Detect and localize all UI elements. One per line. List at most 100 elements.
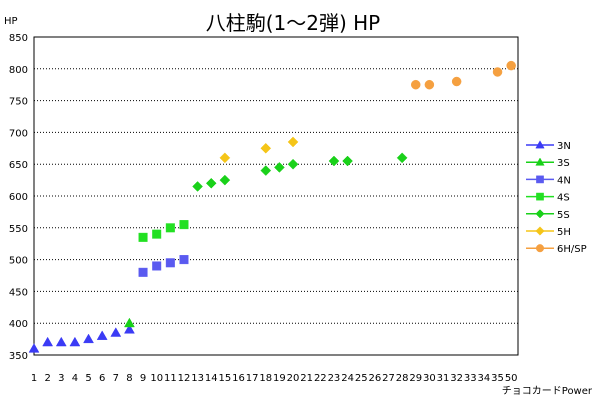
legend-marker xyxy=(535,226,545,236)
data-point xyxy=(96,330,108,340)
x-tick-label: 32 xyxy=(450,373,463,384)
data-point xyxy=(165,258,175,268)
data-point xyxy=(152,261,162,271)
data-point xyxy=(55,336,67,347)
legend-label: 5H xyxy=(557,227,571,238)
x-axis: 1 2 3 4 5 6 7 8 9 10 11 12 13 14 15 16 17 18 19 20 21 22 23 24 2… xyxy=(31,373,518,384)
x-tick-label: 20 xyxy=(287,373,300,384)
x-tick-label: 6 xyxy=(99,373,105,384)
data-point xyxy=(192,181,203,192)
legend-label: 5S xyxy=(557,210,570,221)
data-point xyxy=(124,317,135,328)
data-point xyxy=(260,142,272,154)
x-tick-label: 25 xyxy=(355,373,368,384)
data-point xyxy=(506,60,516,71)
y-tick-label: 650 xyxy=(9,160,28,171)
legend-label: 3S xyxy=(557,158,570,169)
data-point xyxy=(424,79,435,90)
legend-marker xyxy=(535,157,545,166)
x-tick-label: 31 xyxy=(437,373,450,384)
data-point xyxy=(219,174,231,186)
data-point xyxy=(179,220,189,230)
x-tick-label: 8 xyxy=(126,373,132,384)
x-tick-label: 26 xyxy=(368,373,381,384)
x-tick-label: 5 xyxy=(85,373,91,384)
y-tick-label: 750 xyxy=(9,97,28,108)
x-tick-label: 50 xyxy=(505,373,518,384)
x-tick-label: 18 xyxy=(259,373,272,384)
x-tick-label: 17 xyxy=(246,373,259,384)
x-tick-label: 13 xyxy=(191,373,204,384)
data-point xyxy=(28,343,40,353)
data-point xyxy=(42,336,54,347)
data-point xyxy=(342,155,353,167)
y-axis-label: HP xyxy=(4,16,18,27)
data-point xyxy=(152,229,162,239)
x-axis-label: チョコカードPower xyxy=(502,385,593,397)
x-tick-label: 24 xyxy=(341,373,354,384)
data-point xyxy=(260,165,272,176)
legend-label: 4N xyxy=(557,175,571,186)
x-tick-label: 2 xyxy=(44,373,50,384)
data-point xyxy=(69,336,81,347)
y-tick-label: 400 xyxy=(9,319,28,330)
x-tick-label: 16 xyxy=(232,373,245,384)
data-point xyxy=(274,162,285,173)
data-point xyxy=(179,255,189,265)
legend-marker xyxy=(535,244,545,253)
data-point xyxy=(410,79,421,90)
data-point xyxy=(287,158,299,170)
data-markers xyxy=(28,60,516,353)
x-tick-label: 19 xyxy=(273,373,286,384)
x-tick-label: 1 xyxy=(31,373,37,384)
plot-area xyxy=(33,36,519,356)
data-point xyxy=(83,333,94,344)
data-point xyxy=(451,76,462,87)
legend: 3N 3S 4N 4S 5S 5H 6H/SP xyxy=(526,140,587,255)
y-tick-label: 550 xyxy=(9,224,28,235)
y-tick-label: 350 xyxy=(9,351,28,362)
legend-marker xyxy=(535,140,545,149)
x-tick-label: 7 xyxy=(113,373,119,384)
data-point xyxy=(205,177,217,189)
data-point xyxy=(328,155,340,167)
x-tick-label: 30 xyxy=(423,373,436,384)
x-tick-label: 14 xyxy=(205,373,218,384)
legend-marker xyxy=(536,175,544,184)
y-tick-label: 500 xyxy=(9,256,28,267)
x-tick-label: 35 xyxy=(491,373,504,384)
y-axis: 350 400 450 500 550 600 650 700 750 800 850 xyxy=(9,33,28,362)
legend-label: 4S xyxy=(557,193,570,204)
x-tick-label: 4 xyxy=(72,373,78,384)
y-tick-label: 600 xyxy=(9,192,28,203)
data-point xyxy=(396,152,408,164)
legend-label: 3N xyxy=(557,141,571,152)
data-point xyxy=(138,232,148,242)
x-tick-label: 22 xyxy=(314,373,327,384)
data-point xyxy=(124,324,135,334)
data-point xyxy=(219,152,231,164)
grid xyxy=(34,68,518,324)
legend-marker xyxy=(535,209,545,219)
y-tick-label: 450 xyxy=(9,287,28,298)
x-tick-label: 27 xyxy=(382,373,395,384)
legend-marker xyxy=(536,192,544,201)
data-point xyxy=(287,136,299,148)
y-tick-label: 700 xyxy=(9,128,28,139)
x-tick-label: 12 xyxy=(178,373,191,384)
x-tick-label: 11 xyxy=(164,373,177,384)
x-tick-label: 10 xyxy=(150,373,163,384)
legend-label: 6H/SP xyxy=(557,244,587,255)
data-point xyxy=(138,267,148,277)
data-point xyxy=(110,327,122,337)
y-tick-label: 850 xyxy=(9,33,28,44)
x-tick-label: 34 xyxy=(478,373,491,384)
y-tick-label: 800 xyxy=(9,65,28,76)
x-tick-label: 29 xyxy=(409,373,422,384)
x-tick-label: 21 xyxy=(300,373,313,384)
x-tick-label: 3 xyxy=(58,373,64,384)
x-tick-label: 33 xyxy=(464,373,477,384)
chart-title: 八柱駒(1～2弾) HP xyxy=(206,11,381,35)
x-tick-label: 23 xyxy=(328,373,341,384)
